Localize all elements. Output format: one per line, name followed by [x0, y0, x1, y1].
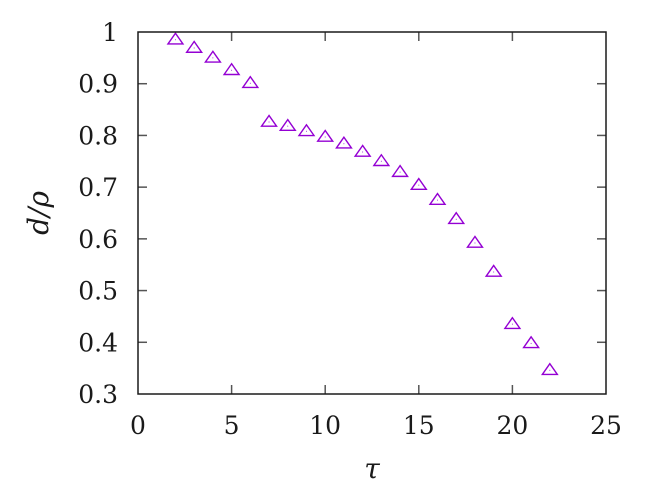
x-tick-label: 25 [590, 411, 622, 440]
triangle-marker-icon [353, 144, 372, 157]
marker-center-dot [212, 57, 214, 59]
marker-center-dot [231, 69, 233, 71]
triangle-marker-icon [204, 50, 222, 63]
triangle-marker-icon [466, 235, 484, 248]
triangle-marker-icon [241, 75, 260, 89]
triangle-marker-icon [335, 135, 353, 149]
marker-center-dot [305, 130, 307, 132]
marker-center-dot [287, 125, 289, 127]
triangle-marker-icon [222, 62, 241, 76]
y-axis-label: d/ρ [22, 191, 55, 235]
marker-center-dot [343, 143, 345, 145]
triangle-marker-icon [540, 362, 559, 376]
triangle-marker-icon [185, 40, 204, 53]
triangle-marker-icon [447, 211, 466, 225]
y-tick-label: 0.8 [78, 121, 118, 150]
marker-center-dot [249, 82, 251, 84]
x-tick-label: 20 [496, 411, 528, 440]
y-tick-label: 0.9 [78, 70, 118, 99]
triangle-marker-icon [522, 335, 540, 349]
triangle-marker-icon [391, 164, 409, 178]
marker-center-dot [399, 171, 401, 173]
marker-center-dot [380, 160, 382, 162]
triangle-marker-icon [297, 123, 316, 137]
x-tick-label: 5 [224, 411, 240, 440]
y-tick-label: 1 [102, 18, 118, 47]
triangle-marker-icon [409, 177, 428, 190]
marker-center-dot [362, 151, 364, 153]
x-axis-label: τ [364, 452, 380, 485]
marker-center-dot [549, 369, 551, 371]
triangle-marker-icon [260, 114, 278, 127]
marker-center-dot [493, 271, 495, 273]
plot-frame [137, 31, 607, 395]
y-tick-label: 0.6 [78, 225, 118, 254]
data-series [166, 32, 559, 376]
triangle-marker-icon [316, 129, 335, 142]
marker-center-dot [511, 323, 513, 325]
marker-center-dot [437, 199, 439, 201]
x-tick-label: 15 [403, 411, 435, 440]
x-tick-label: 10 [309, 411, 341, 440]
marker-center-dot [418, 184, 420, 186]
marker-center-dot [530, 342, 532, 344]
triangle-marker-icon [372, 153, 391, 167]
marker-center-dot [324, 136, 326, 138]
y-tick-label: 0.4 [78, 328, 118, 357]
y-tick-label: 0.5 [78, 277, 118, 306]
x-tick-label: 0 [130, 411, 146, 440]
triangle-marker-icon [503, 316, 522, 330]
axis-tick-labels: 0 5 10 15 20 25 0.3 0.4 0.5 0.6 0.7 0.8 0.9 1 [78, 18, 622, 440]
triangle-marker-icon [278, 118, 297, 132]
axis-ticks [138, 32, 606, 394]
triangle-marker-icon [428, 192, 447, 205]
triangle-marker-icon [166, 32, 185, 45]
marker-center-dot [474, 242, 476, 244]
y-tick-label: 0.3 [78, 380, 118, 409]
marker-center-dot [193, 47, 195, 49]
marker-center-dot [268, 121, 270, 123]
marker-center-dot [455, 218, 457, 220]
y-tick-label: 0.7 [78, 173, 118, 202]
triangle-marker-icon [484, 264, 503, 277]
marker-center-dot [174, 39, 176, 41]
